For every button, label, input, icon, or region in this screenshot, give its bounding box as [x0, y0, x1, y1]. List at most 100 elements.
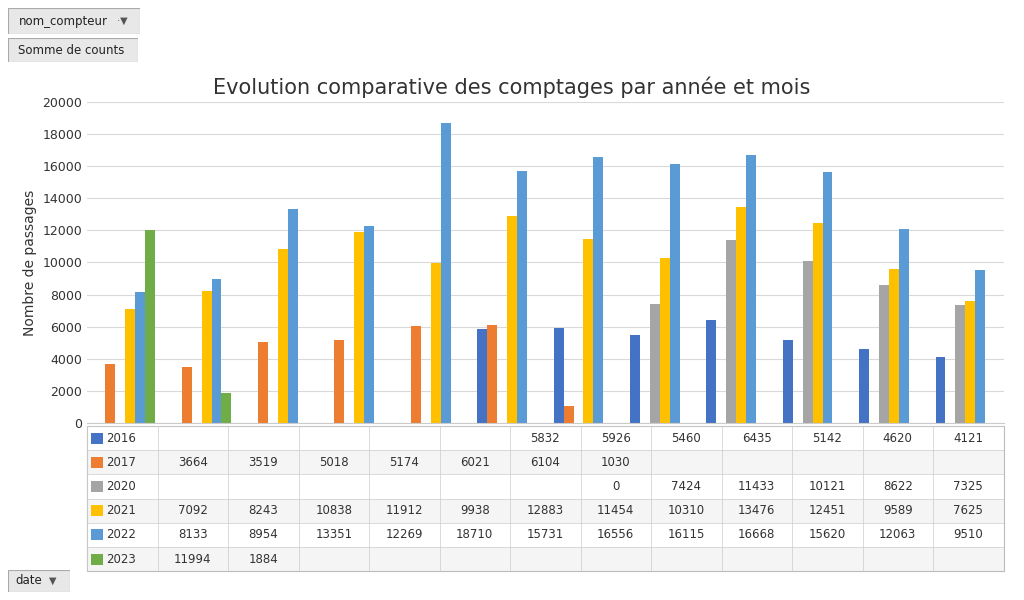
- Text: 7625: 7625: [953, 504, 983, 517]
- Text: 5832: 5832: [530, 431, 560, 445]
- Text: 2023: 2023: [106, 553, 136, 566]
- Text: 16115: 16115: [668, 529, 705, 541]
- Bar: [487, 325, 498, 423]
- Bar: [90, 554, 103, 565]
- Text: 8133: 8133: [178, 529, 208, 541]
- Bar: [813, 223, 822, 423]
- Text: 18710: 18710: [456, 529, 494, 541]
- Bar: [659, 257, 670, 423]
- Bar: [87, 523, 1004, 547]
- Text: 12883: 12883: [526, 504, 564, 517]
- Bar: [87, 499, 1004, 523]
- Text: 6021: 6021: [460, 456, 489, 469]
- Bar: [782, 340, 793, 423]
- Text: 10121: 10121: [809, 480, 846, 493]
- Bar: [354, 232, 365, 423]
- Bar: [87, 475, 1004, 499]
- Bar: [630, 335, 640, 423]
- Text: 1884: 1884: [249, 553, 279, 566]
- Bar: [87, 547, 1004, 571]
- Bar: [726, 239, 736, 423]
- Bar: [563, 406, 573, 423]
- Bar: [278, 249, 288, 423]
- Text: 12269: 12269: [385, 529, 423, 541]
- Text: 12063: 12063: [880, 529, 916, 541]
- Bar: [822, 172, 833, 423]
- Y-axis label: Nombre de passages: Nombre de passages: [23, 190, 37, 335]
- Text: Evolution comparative des comptages par année et mois: Evolution comparative des comptages par …: [213, 76, 811, 98]
- Text: 16668: 16668: [738, 529, 775, 541]
- Text: nom_compteur: nom_compteur: [18, 14, 108, 28]
- Text: 2016: 2016: [106, 431, 136, 445]
- Bar: [746, 155, 756, 423]
- Text: 4121: 4121: [953, 431, 983, 445]
- Text: 5926: 5926: [601, 431, 631, 445]
- Bar: [477, 329, 487, 423]
- Bar: [859, 349, 869, 423]
- Bar: [90, 433, 103, 443]
- Bar: [803, 260, 813, 423]
- Bar: [584, 239, 593, 423]
- Text: 7325: 7325: [953, 480, 983, 493]
- Bar: [650, 304, 659, 423]
- Bar: [221, 393, 231, 423]
- Bar: [966, 301, 975, 423]
- Bar: [411, 326, 421, 423]
- Bar: [955, 305, 966, 423]
- Bar: [202, 290, 212, 423]
- Text: 0: 0: [612, 480, 620, 493]
- Text: 2022: 2022: [106, 529, 136, 541]
- Bar: [593, 157, 603, 423]
- Text: date: date: [15, 575, 42, 587]
- Bar: [431, 263, 440, 423]
- Bar: [212, 279, 221, 423]
- Text: 16556: 16556: [597, 529, 635, 541]
- Bar: [87, 426, 1004, 450]
- Text: 2021: 2021: [106, 504, 136, 517]
- Text: 7092: 7092: [178, 504, 208, 517]
- Bar: [105, 364, 116, 423]
- Text: 5460: 5460: [672, 431, 701, 445]
- Text: 10838: 10838: [315, 504, 352, 517]
- Text: 6104: 6104: [530, 456, 560, 469]
- Bar: [670, 164, 680, 423]
- Bar: [90, 457, 103, 468]
- Bar: [90, 505, 103, 516]
- Text: 7424: 7424: [672, 480, 701, 493]
- Bar: [440, 123, 451, 423]
- Text: ·▼: ·▼: [114, 16, 127, 26]
- Bar: [87, 450, 1004, 475]
- Bar: [145, 230, 155, 423]
- Bar: [125, 309, 135, 423]
- Bar: [936, 357, 945, 423]
- Text: Somme de counts: Somme de counts: [18, 43, 125, 56]
- Bar: [507, 216, 517, 423]
- Bar: [90, 529, 103, 541]
- Text: 11912: 11912: [385, 504, 423, 517]
- Bar: [517, 170, 527, 423]
- Text: 5174: 5174: [389, 456, 419, 469]
- Text: 8243: 8243: [249, 504, 279, 517]
- Text: 4620: 4620: [883, 431, 912, 445]
- Text: 5018: 5018: [318, 456, 348, 469]
- Text: 13351: 13351: [315, 529, 352, 541]
- Bar: [975, 271, 985, 423]
- Text: 9938: 9938: [460, 504, 489, 517]
- Bar: [899, 229, 909, 423]
- Text: 12451: 12451: [809, 504, 846, 517]
- Bar: [288, 209, 298, 423]
- Bar: [90, 481, 103, 492]
- Text: 2020: 2020: [106, 480, 136, 493]
- Bar: [736, 207, 746, 423]
- Bar: [335, 340, 344, 423]
- Text: 13476: 13476: [738, 504, 775, 517]
- Text: 10310: 10310: [668, 504, 705, 517]
- Text: 9589: 9589: [883, 504, 912, 517]
- Text: 8954: 8954: [249, 529, 279, 541]
- Text: 15731: 15731: [526, 529, 564, 541]
- Bar: [365, 226, 374, 423]
- Bar: [879, 284, 889, 423]
- Bar: [135, 292, 145, 423]
- Text: 6435: 6435: [742, 431, 772, 445]
- Bar: [258, 343, 268, 423]
